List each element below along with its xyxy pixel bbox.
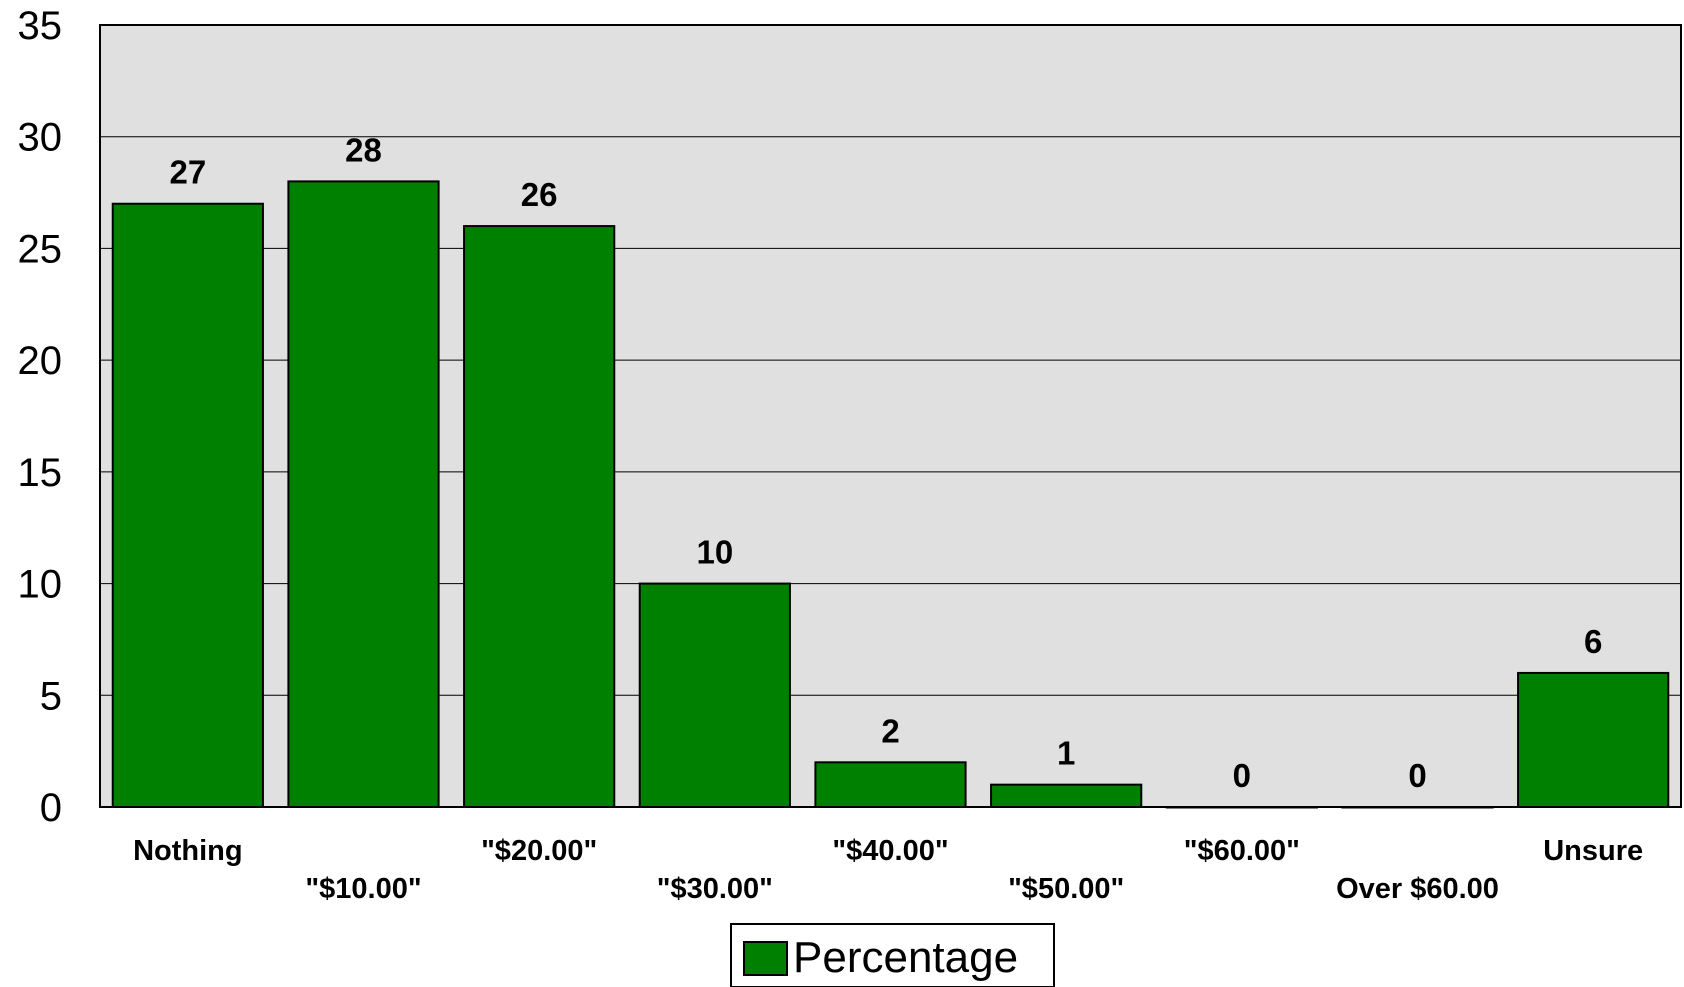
x-tick-label: "$40.00" bbox=[832, 835, 948, 867]
y-tick-label: 0 bbox=[40, 786, 62, 830]
y-tick-label: 20 bbox=[18, 339, 63, 383]
bars bbox=[111, 180, 1670, 809]
bar bbox=[111, 202, 264, 808]
data-label: 1 bbox=[1057, 735, 1075, 772]
bar bbox=[814, 761, 967, 808]
legend-swatch bbox=[743, 941, 788, 976]
x-tick-label: "$10.00" bbox=[305, 873, 421, 905]
data-label: 0 bbox=[1233, 757, 1251, 794]
data-label: 6 bbox=[1584, 623, 1602, 660]
y-tick-label: 10 bbox=[18, 563, 63, 607]
bar bbox=[990, 783, 1143, 809]
data-label: 0 bbox=[1408, 757, 1426, 794]
y-axis-ticks: 0 5 10 15 20 25 30 35 bbox=[18, 4, 63, 830]
y-tick-label: 30 bbox=[18, 116, 63, 160]
data-label: 26 bbox=[521, 176, 558, 213]
legend: Percentage bbox=[730, 923, 1055, 987]
bar bbox=[463, 225, 616, 809]
bar bbox=[1517, 671, 1670, 809]
plot-border bbox=[99, 24, 1682, 808]
x-tick-label: Over $60.00 bbox=[1336, 873, 1499, 905]
x-tick-label: "$30.00" bbox=[657, 873, 773, 905]
legend-label: Percentage bbox=[793, 933, 1018, 982]
data-label: 2 bbox=[881, 712, 899, 749]
bar bbox=[287, 180, 440, 808]
y-tick-label: 25 bbox=[18, 227, 63, 271]
x-tick-label: "$50.00" bbox=[1008, 873, 1124, 905]
y-tick-label: 15 bbox=[18, 451, 63, 495]
x-tick-label: "$60.00" bbox=[1184, 835, 1300, 867]
bar bbox=[638, 582, 791, 808]
data-label: 28 bbox=[345, 131, 382, 168]
x-tick-label: Nothing bbox=[133, 835, 243, 867]
data-label: 27 bbox=[169, 154, 206, 191]
y-tick-label: 5 bbox=[40, 674, 62, 718]
x-tick-label: Unsure bbox=[1543, 835, 1643, 867]
data-label: 10 bbox=[696, 534, 733, 571]
x-tick-label: "$20.00" bbox=[481, 835, 597, 867]
x-axis-ticks: Nothing "$10.00" "$20.00" "$30.00" "$40.00" "… bbox=[133, 835, 1643, 905]
y-tick-label: 35 bbox=[18, 4, 63, 48]
